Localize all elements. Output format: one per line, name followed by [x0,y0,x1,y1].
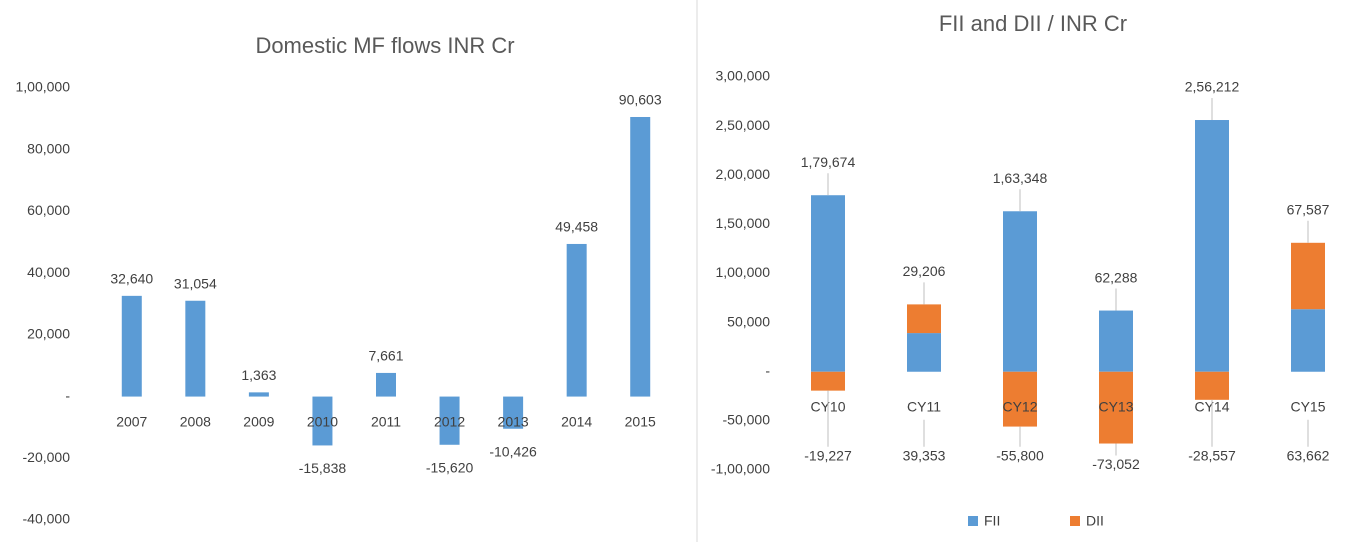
x-tick-label: CY15 [1290,398,1325,414]
bar-segment [811,195,845,372]
y-tick-label: - [65,387,70,403]
x-tick-label: 2009 [243,413,274,429]
legend-swatch [968,516,978,526]
y-tick-label: 60,000 [27,202,70,218]
y-tick-label: -1,00,000 [711,461,770,477]
data-label: 32,640 [110,271,153,287]
bar-segment [1195,120,1229,372]
data-label: -15,838 [299,460,347,476]
y-tick-label: 3,00,000 [716,68,771,84]
y-tick-label: 1,00,000 [716,264,771,280]
data-label: 49,458 [555,219,598,235]
y-tick-label: -40,000 [23,511,71,527]
chart-title: Domestic MF flows INR Cr [255,33,514,58]
data-label: -28,557 [1188,447,1236,463]
bar-segment [1003,371,1037,427]
data-label: -15,620 [426,459,474,475]
data-label: 1,63,348 [993,170,1048,186]
data-label: 1,363 [241,367,276,383]
bar-segment [1291,309,1325,372]
data-label: -10,426 [489,443,537,459]
data-label: 29,206 [903,263,946,279]
chart-title: FII and DII / INR Cr [939,11,1127,36]
x-tick-label: 2010 [307,413,338,429]
data-label: 63,662 [1287,447,1330,463]
x-tick-label: CY12 [1002,398,1037,414]
data-label: 67,587 [1287,202,1330,218]
data-label: 7,661 [368,348,403,364]
y-tick-label: 80,000 [27,140,70,156]
bar [121,295,142,397]
x-tick-label: CY13 [1098,398,1133,414]
y-tick-label: 1,50,000 [716,215,771,231]
legend-swatch [1070,516,1080,526]
x-tick-label: 2011 [371,413,401,429]
bar [503,396,524,429]
bar-segment [811,371,845,391]
bar [185,300,206,397]
x-tick-label: 2012 [434,413,465,429]
x-tick-label: 2015 [625,413,656,429]
data-label: 1,79,674 [801,154,856,170]
bar-segment [1099,310,1133,372]
bar-segment [1099,371,1133,444]
y-tick-label: - [765,362,770,378]
y-tick-label: -50,000 [723,412,771,428]
bar [312,396,333,446]
x-tick-label: CY11 [907,398,941,414]
bar-segment [1291,242,1325,310]
y-tick-label: 1,00,000 [16,79,71,95]
bar [248,392,269,397]
bar-segment [1003,211,1037,372]
data-label: 90,603 [619,92,662,108]
legend-label: FII [984,513,1000,529]
y-tick-label: -20,000 [23,449,71,465]
bar-segment [907,333,941,372]
x-tick-label: 2008 [180,413,211,429]
data-label: 2,56,212 [1185,79,1240,95]
data-label: -55,800 [996,447,1044,463]
bar [439,396,460,445]
bar [630,116,651,397]
y-tick-label: 50,000 [727,313,770,329]
bar-segment [1195,371,1229,400]
bar [376,372,396,397]
x-tick-label: 2007 [116,413,147,429]
y-tick-label: 40,000 [27,264,70,280]
bar [566,243,587,397]
x-tick-label: 2014 [561,413,592,429]
data-label: 62,288 [1095,269,1138,285]
data-label: 31,054 [174,275,217,291]
data-label: 39,353 [903,447,946,463]
data-label: -73,052 [1092,456,1140,472]
x-tick-label: 2013 [498,413,529,429]
y-tick-label: 2,50,000 [716,117,771,133]
bar-segment [907,304,941,334]
data-label: -19,227 [804,447,852,463]
y-tick-label: 20,000 [27,326,70,342]
legend-label: DII [1086,513,1104,529]
y-tick-label: 2,00,000 [716,166,771,182]
